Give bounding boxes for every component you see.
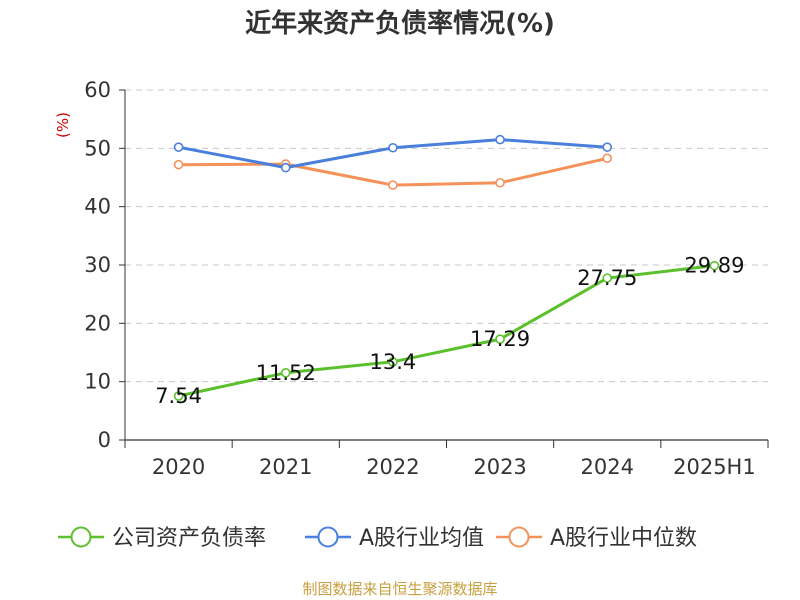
legend-item[interactable]: 公司资产负债率 (58, 526, 266, 551)
data-label: 13.4 (370, 350, 417, 374)
data-point (388, 180, 398, 190)
data-label: 11.52 (256, 361, 316, 385)
x-tick-label: 2021 (259, 455, 312, 479)
data-point (495, 177, 505, 188)
data-label-layer: 7.54 11.52 13.4 17.29 27.75 29.89 (155, 254, 744, 408)
data-point (495, 134, 505, 145)
series-layer (173, 134, 720, 401)
data-label: 27.75 (577, 266, 637, 290)
axis-layer: 0 10 20 30 40 50 60 2020 2021 2022 2023 2024 2025H1 (84, 78, 769, 479)
series-line (177, 264, 716, 398)
x-tick-label: 2022 (366, 455, 419, 479)
x-tick-label: 2023 (473, 455, 526, 479)
data-point (173, 391, 184, 401)
x-tick-label: 2024 (581, 455, 634, 479)
legend-marker-icon (70, 526, 92, 548)
data-point (602, 142, 613, 152)
data-point (173, 142, 184, 152)
data-point (709, 260, 720, 271)
data-point (173, 159, 184, 170)
grid-layer (125, 89, 768, 383)
data-label: 7.54 (155, 384, 202, 408)
data-point (388, 357, 398, 367)
data-point (388, 142, 398, 153)
data-label: 29.89 (684, 254, 744, 278)
source-note: 制图数据来自恒生聚源数据库 (302, 580, 497, 598)
y-axis-unit: (%) (54, 112, 72, 138)
chart-title: 近年来资产负债率情况(%) (245, 8, 555, 39)
data-point (280, 162, 291, 173)
data-label: 17.29 (470, 327, 530, 351)
y-tick-label: 10 (84, 370, 111, 394)
legend-item[interactable]: A股行业中位数 (496, 526, 697, 551)
x-tick-label: 2025H1 (673, 455, 756, 479)
legend-item[interactable]: A股行业均值 (305, 526, 484, 551)
y-tick-label: 30 (84, 253, 111, 277)
y-tick-label: 60 (84, 78, 111, 102)
legend-marker-icon (317, 526, 339, 548)
y-tick-label: 50 (84, 136, 111, 160)
y-tick-label: 20 (84, 311, 111, 335)
data-point (280, 367, 291, 378)
y-tick-label: 40 (84, 195, 111, 219)
legend-label: A股行业中位数 (550, 526, 697, 551)
legend: 公司资产负债率 A股行业均值 A股行业中位数 (58, 526, 697, 551)
x-tick-label: 2020 (152, 455, 205, 479)
y-tick-label: 0 (98, 428, 111, 452)
data-point (602, 153, 613, 164)
data-point (602, 273, 613, 283)
data-point (495, 334, 505, 344)
legend-label: A股行业均值 (359, 526, 484, 551)
legend-marker-icon (508, 526, 530, 548)
legend-label: 公司资产负债率 (112, 526, 266, 551)
